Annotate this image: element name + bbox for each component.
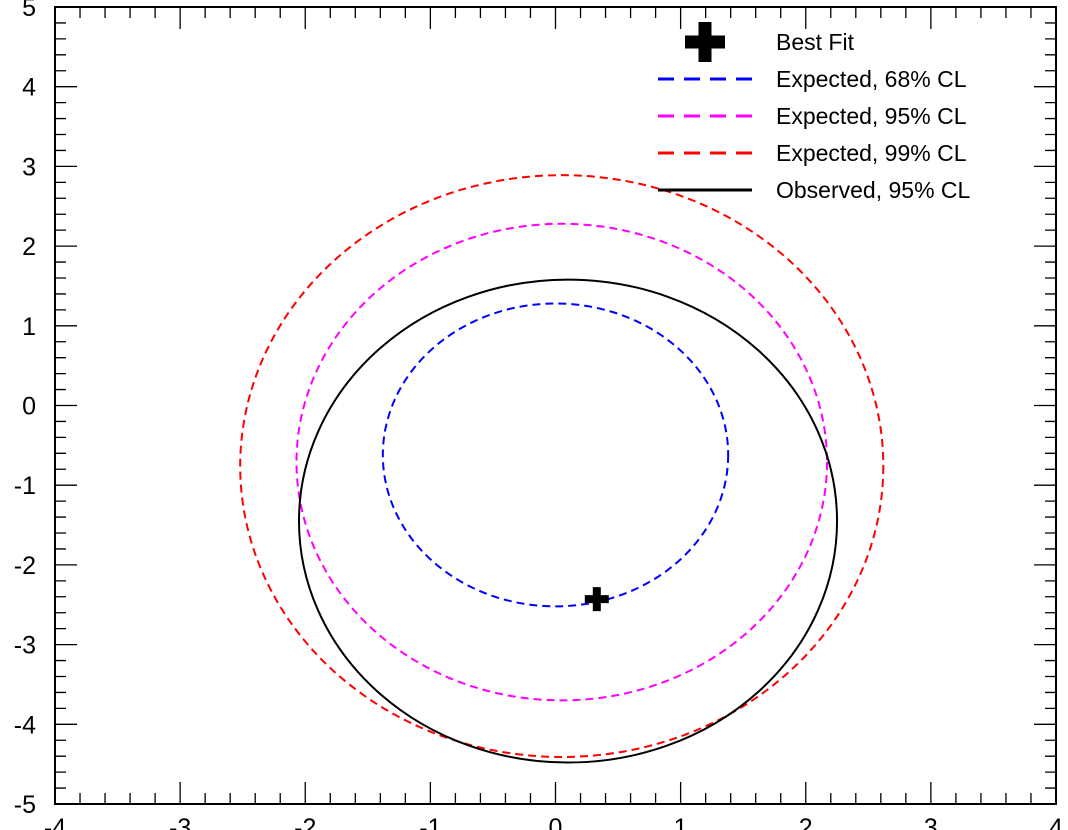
legend: Best Fit Expected, 68% CL Expected, 95% CL… [658, 22, 971, 203]
contours [239, 174, 885, 764]
y-tick-label: -5 [14, 791, 36, 819]
tick-marks [54, 6, 1057, 805]
y-tick-label: 1 [22, 313, 36, 341]
contour-observed-95-cl [297, 278, 839, 764]
x-tick-labels: -4 -3 -2 -1 0 1 2 3 4 [44, 814, 1063, 830]
x-tick-label: -1 [419, 814, 441, 830]
x-tick-label: 3 [924, 814, 938, 830]
legend-label: Expected, 68% CL [776, 66, 967, 92]
legend-label: Observed, 95% CL [776, 177, 971, 203]
y-tick-label: 5 [22, 0, 36, 22]
y-tick-label: 0 [22, 393, 36, 421]
y-tick-label: 2 [22, 233, 36, 261]
x-tick-label: 4 [1049, 814, 1063, 830]
y-tick-label: -2 [14, 552, 36, 580]
x-tick-label: 1 [674, 814, 688, 830]
y-tick-label: 3 [22, 153, 36, 181]
legend-best-fit-marker [685, 22, 725, 62]
contour-expected-95-cl [295, 222, 829, 702]
contour-expected-99-cl [239, 174, 885, 758]
x-tick-label: 0 [549, 814, 563, 830]
y-tick-labels: -5 -4 -3 -2 -1 0 1 2 3 4 5 [14, 0, 36, 819]
y-tick-label: -4 [14, 711, 36, 739]
y-tick-label: -3 [14, 632, 36, 660]
contour-expected-68-cl [381, 302, 730, 608]
legend-label: Expected, 99% CL [776, 140, 967, 166]
x-tick-label: -3 [169, 814, 191, 830]
best-fit-marker [584, 587, 609, 612]
axis-ticks [54, 6, 1057, 805]
y-tick-label: 4 [22, 74, 36, 102]
legend-label: Best Fit [776, 29, 855, 55]
x-tick-label: -4 [44, 814, 66, 830]
x-tick-label: 2 [799, 814, 813, 830]
x-tick-label: -2 [294, 814, 316, 830]
legend-label: Expected, 95% CL [776, 103, 967, 129]
y-tick-label: -1 [14, 472, 36, 500]
best-fit-group [584, 587, 609, 612]
